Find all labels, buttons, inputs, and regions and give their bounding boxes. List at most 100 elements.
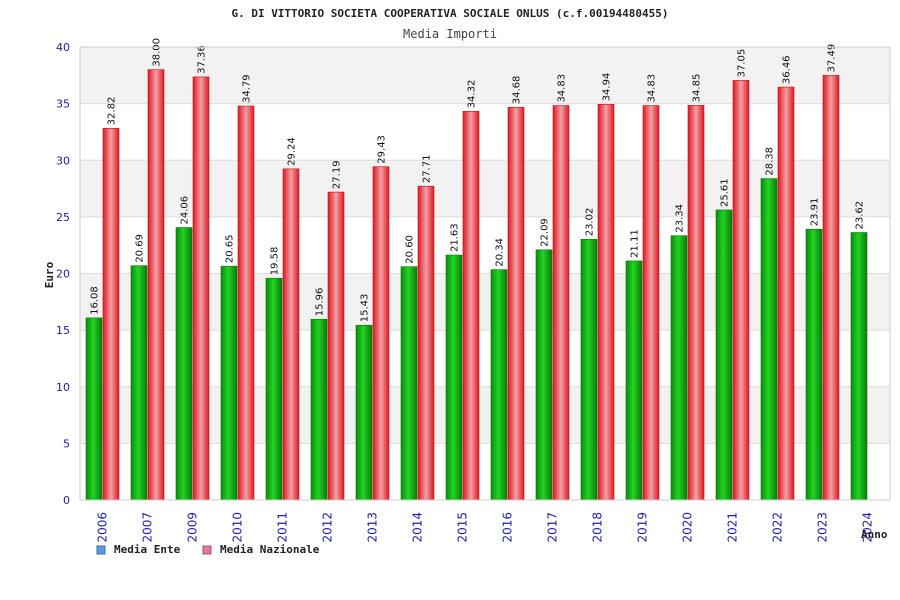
bar-media-nazionale-2022 — [777, 86, 795, 501]
y-tick-label: 40 — [56, 41, 70, 54]
bar-media-ente-2006 — [85, 317, 103, 501]
data-label-media-nazionale-2013: 29.43 — [377, 135, 388, 164]
data-label-media-ente-2020: 23.34 — [675, 204, 686, 233]
x-tick-label-2006: 2006 — [96, 512, 110, 543]
data-label-media-ente-2013: 15.43 — [360, 294, 371, 323]
bar-media-ente-2015 — [445, 254, 463, 501]
bar-media-nazionale-2019 — [642, 105, 660, 501]
bar-media-ente-2011 — [265, 277, 283, 501]
data-label-media-nazionale-2022: 36.46 — [782, 55, 793, 84]
data-label-media-ente-2014: 20.60 — [405, 235, 416, 264]
bar-media-ente-2016 — [490, 269, 508, 501]
bar-media-nazionale-2013 — [372, 166, 390, 501]
plot-band — [80, 273, 890, 331]
plot-band — [80, 47, 890, 104]
x-tick-label-2010: 2010 — [231, 512, 245, 543]
y-tick-label: 15 — [56, 324, 70, 337]
y-tick-label: 0 — [63, 494, 70, 507]
bar-media-nazionale-2010 — [237, 105, 255, 501]
bar-media-nazionale-2014 — [417, 185, 435, 501]
data-label-media-nazionale-2017: 34.83 — [557, 74, 568, 103]
bar-media-nazionale-2006 — [102, 128, 120, 501]
data-label-media-ente-2007: 20.69 — [135, 234, 146, 263]
y-tick-label: 35 — [56, 98, 70, 111]
bar-media-nazionale-2015 — [462, 111, 480, 501]
x-tick-label-2020: 2020 — [681, 512, 695, 543]
data-label-media-ente-2015: 21.63 — [450, 223, 461, 252]
data-label-media-ente-2022: 28.38 — [765, 147, 776, 176]
bar-media-ente-2017 — [535, 249, 553, 501]
plot-band — [80, 386, 890, 444]
bar-media-nazionale-2018 — [597, 104, 615, 501]
bar-media-ente-2012 — [310, 318, 328, 501]
bars — [85, 69, 868, 501]
data-label-media-nazionale-2016: 34.68 — [512, 76, 523, 105]
bar-media-ente-2020 — [670, 235, 688, 501]
bar-media-nazionale-2021 — [732, 80, 750, 501]
data-label-media-ente-2023: 23.91 — [810, 198, 821, 227]
data-label-media-ente-2017: 22.09 — [540, 218, 551, 247]
axes — [79, 46, 891, 501]
data-label-media-nazionale-2020: 34.85 — [692, 74, 703, 103]
data-label-media-nazionale-2015: 34.32 — [467, 80, 478, 109]
bar-media-nazionale-2012 — [327, 191, 345, 501]
legend: Media Ente Media Nazionale — [96, 543, 320, 556]
bar-media-nazionale-2009 — [192, 76, 210, 501]
x-tick-label-2007: 2007 — [141, 512, 155, 543]
data-label-media-nazionale-2011: 29.24 — [287, 137, 298, 166]
data-label-media-nazionale-2014: 27.71 — [422, 155, 433, 184]
legend-label-media-ente: Media Ente — [114, 543, 181, 556]
bar-media-ente-2022 — [760, 178, 778, 501]
y-axis-ticks: 0 5 10 15 20 25 30 35 40 — [56, 41, 70, 507]
x-tick-label-2013: 2013 — [366, 512, 380, 543]
x-tick-label-2017: 2017 — [546, 512, 560, 543]
y-axis-label: Euro — [43, 261, 56, 288]
legend-swatch-media-nazionale — [202, 545, 212, 555]
bar-media-ente-2023 — [805, 228, 823, 501]
y-tick-label: 20 — [56, 268, 70, 281]
data-label-media-ente-2011: 19.58 — [270, 247, 281, 276]
bar-media-ente-2007 — [130, 265, 148, 501]
data-label-media-nazionale-2006: 32.82 — [107, 97, 118, 126]
bar-media-ente-2024 — [850, 232, 868, 501]
data-label-media-ente-2012: 15.96 — [315, 288, 326, 317]
y-tick-label: 10 — [56, 381, 70, 394]
y-tick-label: 25 — [56, 211, 70, 224]
x-axis-ticks: 2006 2007 2009 2010 2011 2012 2013 2014 2015 2016… — [96, 512, 875, 543]
x-tick-label-2011: 2011 — [276, 512, 290, 543]
y-tick-label: 5 — [63, 437, 70, 450]
chart-subtitle: Media Importi — [403, 27, 497, 41]
x-tick-label-2022: 2022 — [771, 512, 785, 543]
bar-media-ente-2010 — [220, 265, 238, 501]
bar-media-ente-2019 — [625, 260, 643, 501]
x-tick-label-2018: 2018 — [591, 512, 605, 543]
data-label-media-ente-2009: 24.06 — [180, 196, 191, 225]
data-label-media-nazionale-2009: 37.36 — [197, 45, 208, 74]
bar-media-ente-2013 — [355, 324, 373, 501]
bar-media-nazionale-2017 — [552, 105, 570, 501]
y-tick-label: 30 — [56, 154, 70, 167]
x-tick-label-2024: 2024 — [861, 512, 875, 543]
chart-title: G. DI VITTORIO SOCIETA COOPERATIVA SOCIA… — [231, 7, 668, 20]
data-label-media-ente-2024: 23.62 — [855, 201, 866, 230]
bar-media-nazionale-2016 — [507, 106, 525, 501]
data-label-media-ente-2010: 20.65 — [225, 234, 236, 263]
data-label-media-ente-2016: 20.34 — [495, 238, 506, 267]
data-label-media-nazionale-2019: 34.83 — [647, 74, 658, 103]
bar-media-ente-2009 — [175, 227, 193, 501]
data-label-media-ente-2006: 16.08 — [90, 286, 101, 315]
legend-label-media-nazionale: Media Nazionale — [220, 543, 320, 556]
x-tick-label-2014: 2014 — [411, 512, 425, 543]
x-tick-label-2023: 2023 — [816, 512, 830, 543]
plot-band — [80, 160, 890, 217]
x-tick-label-2009: 2009 — [186, 512, 200, 543]
legend-swatch-media-ente — [96, 545, 106, 555]
data-label-media-nazionale-2023: 37.49 — [827, 44, 838, 73]
bar-media-nazionale-2011 — [282, 168, 300, 501]
data-label-media-nazionale-2007: 38.00 — [152, 38, 163, 67]
data-label-media-nazionale-2012: 27.19 — [332, 160, 343, 189]
x-tick-label-2012: 2012 — [321, 512, 335, 543]
x-axis-label: Anno — [861, 528, 888, 541]
data-label-media-ente-2018: 23.02 — [585, 208, 596, 237]
